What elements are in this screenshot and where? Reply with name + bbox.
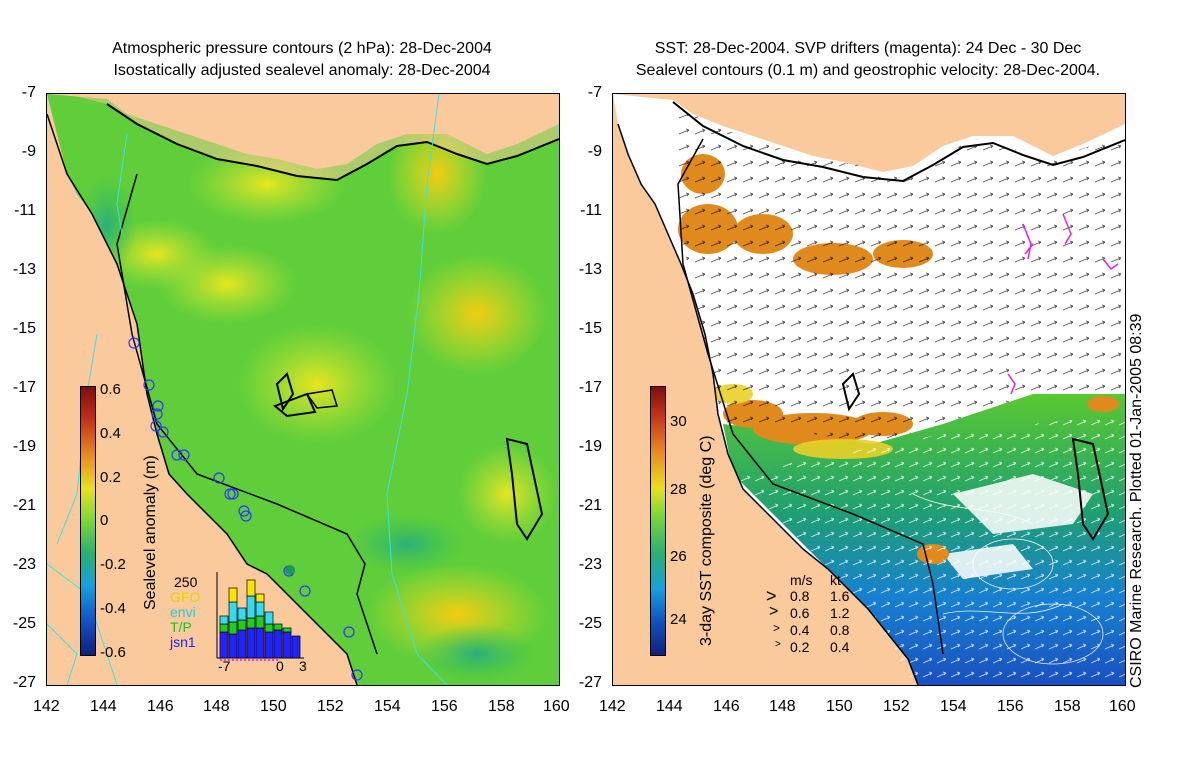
- sealevel-tick: -0.2: [100, 556, 126, 573]
- y-tick: -7: [21, 84, 36, 101]
- y-tick: -27: [578, 674, 602, 691]
- sealevel-map: [46, 93, 560, 686]
- sst-tick: 24: [670, 611, 687, 628]
- x-tick: 146: [713, 698, 740, 715]
- x-tick: 160: [543, 698, 570, 715]
- sealevel-map-svg: [47, 94, 559, 685]
- right-title-line2: Sealevel contours (0.1 m) and geostrophi…: [635, 62, 1101, 79]
- left-title-line2: Isostatically adjusted sealevel anomaly:…: [113, 62, 491, 79]
- y-tick: -23: [12, 556, 36, 573]
- x-tick: 156: [997, 698, 1024, 715]
- velocity-row-kt: 0.8: [830, 622, 850, 638]
- x-tick: 154: [940, 698, 967, 715]
- velocity-row-ms: 0.8: [790, 588, 810, 604]
- x-tick: 150: [260, 698, 287, 715]
- sealevel-tick: 0.4: [100, 425, 121, 442]
- inset-xtick: 3: [299, 658, 307, 674]
- left-title-line1: Atmospheric pressure contours (2 hPa): 2…: [112, 40, 492, 57]
- velocity-arrow-icon: >: [775, 639, 781, 650]
- sealevel-colorbar-label: Sealevel anomaly (m): [142, 455, 159, 610]
- y-tick: -23: [578, 556, 602, 573]
- inset-xtick: -7: [218, 658, 231, 674]
- y-tick: -7: [587, 84, 602, 101]
- inset-ymax: 250: [174, 574, 198, 590]
- inset-legend-gfo: GFO: [170, 589, 201, 605]
- x-tick: 144: [90, 698, 117, 715]
- credit-text: CSIRO Marine Research. Plotted 01-Jan-20…: [1128, 313, 1145, 688]
- inset-legend-tp: T/P: [170, 619, 192, 635]
- sst-colorbar-label: 3-day SST composite (deg C): [698, 435, 715, 646]
- inset-xtick: 0: [276, 658, 284, 674]
- sealevel-tick: 0: [100, 512, 109, 529]
- x-tick: 158: [488, 698, 515, 715]
- inset-legend-jsn1: jsn1: [170, 634, 196, 650]
- x-tick: 160: [1109, 698, 1136, 715]
- inset-bars-svg: [216, 572, 304, 661]
- sealevel-tick: -0.6: [100, 644, 126, 661]
- sst-map: [612, 93, 1126, 686]
- sst-tick: 28: [670, 481, 687, 498]
- sealevel-tick: -0.4: [100, 600, 126, 617]
- velocity-row-kt: 1.6: [830, 588, 850, 604]
- x-tick: 142: [599, 698, 626, 715]
- velocity-row-kt: 1.2: [830, 605, 850, 621]
- sst-tick: 26: [670, 548, 687, 565]
- velocity-row-ms: 0.4: [790, 622, 810, 638]
- x-tick: 144: [656, 698, 683, 715]
- x-tick: 146: [147, 698, 174, 715]
- altimeter-inset: 250 GFO envi T/P jsn1 -7 0 3: [168, 572, 308, 674]
- x-tick: 158: [1054, 698, 1081, 715]
- sst-tick: 30: [670, 413, 687, 430]
- x-tick: 142: [33, 698, 60, 715]
- velocity-header-ms: m/s: [790, 572, 813, 588]
- y-tick: -15: [12, 320, 36, 337]
- y-tick: -11: [580, 202, 602, 219]
- right-title-line1: SST: 28-Dec-2004. SVP drifters (magenta)…: [654, 40, 1082, 57]
- y-tick: -21: [12, 497, 36, 514]
- y-tick: -19: [578, 438, 602, 455]
- y-tick: -13: [578, 261, 602, 278]
- y-tick: -11: [14, 202, 36, 219]
- y-tick: -21: [578, 497, 602, 514]
- x-tick: 148: [769, 698, 796, 715]
- sealevel-colorbar: [80, 386, 96, 656]
- x-tick: 154: [374, 698, 401, 715]
- y-tick: -25: [578, 615, 602, 632]
- sealevel-tick: 0.2: [100, 469, 121, 486]
- sst-colorbar: [650, 386, 666, 656]
- velocity-row-ms: 0.6: [790, 605, 810, 621]
- velocity-header-kt: kt: [830, 572, 841, 588]
- y-tick: -9: [587, 143, 602, 160]
- velocity-row-kt: 0.4: [830, 639, 850, 655]
- x-tick: 148: [203, 698, 230, 715]
- y-tick: -17: [578, 379, 602, 396]
- x-tick: 156: [431, 698, 458, 715]
- y-tick: -13: [12, 261, 36, 278]
- y-tick: -27: [12, 674, 36, 691]
- x-tick: 152: [883, 698, 910, 715]
- y-tick: -19: [12, 438, 36, 455]
- velocity-arrow-icon: >: [769, 603, 779, 620]
- velocity-arrow-icon: >: [773, 621, 781, 635]
- y-tick: -17: [12, 379, 36, 396]
- velocity-row-ms: 0.2: [790, 639, 810, 655]
- inset-legend-envi: envi: [170, 604, 196, 620]
- velocity-arrow-icon: >: [766, 586, 777, 606]
- sealevel-tick: 0.6: [100, 381, 121, 398]
- y-tick: -9: [21, 143, 36, 160]
- x-tick: 150: [826, 698, 853, 715]
- sst-map-svg: [613, 94, 1125, 685]
- y-tick: -25: [12, 615, 36, 632]
- velocity-legend: m/s kt > 0.8 1.6 > 0.6 1.2 > 0.4 0.8 > 0…: [764, 572, 874, 662]
- x-tick: 152: [317, 698, 344, 715]
- y-tick: -15: [578, 320, 602, 337]
